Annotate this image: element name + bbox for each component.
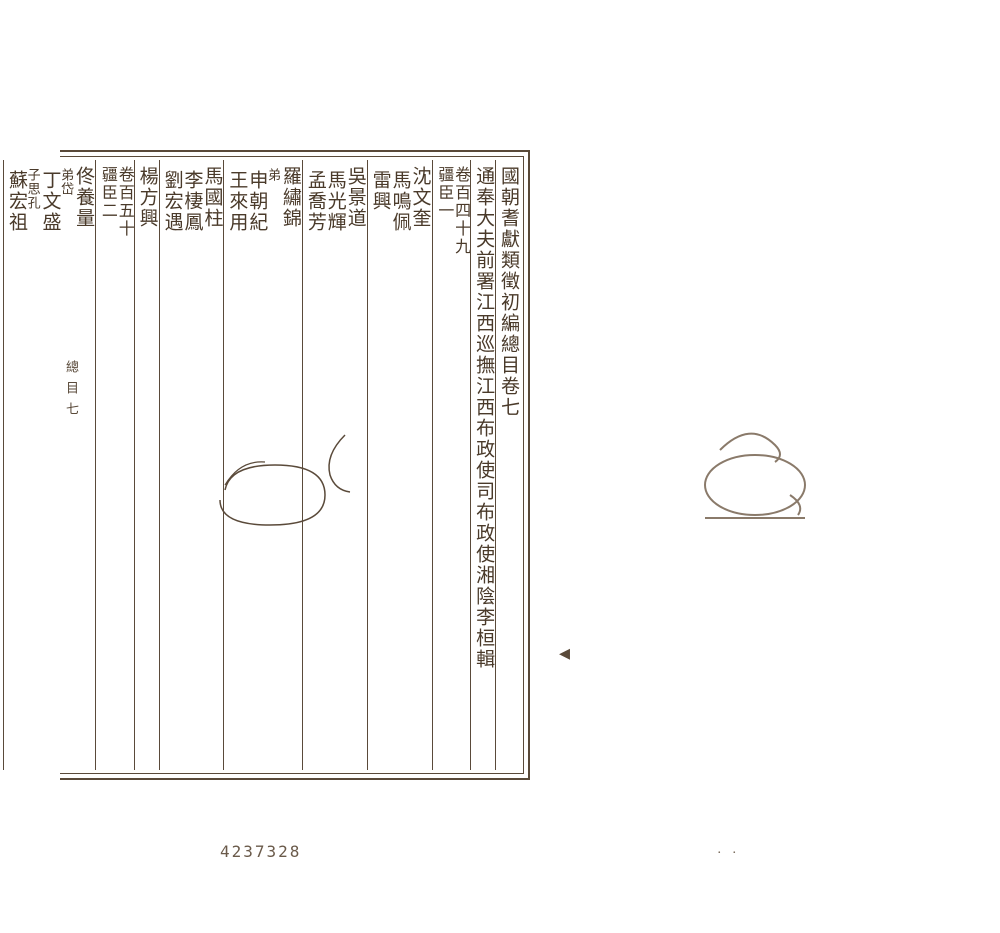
name-b: 李棲鳳 xyxy=(182,166,202,764)
section1-category: 疆臣一 xyxy=(435,166,452,764)
col-row-0: 沈文奎 馬鳴佩 雷興 xyxy=(367,160,432,770)
col-row-4: 楊方興 xyxy=(134,160,159,770)
section1-label: 卷百四十九 xyxy=(451,166,468,764)
name-a: 吳景道 xyxy=(345,166,365,764)
col-section2: 卷百五十 疆臣二 xyxy=(95,160,134,770)
section2-label: 卷百五十 xyxy=(115,166,132,764)
col-row2-0: 佟養量 弟岱 丁文盛 子思孔 蘇宏祖 xyxy=(3,160,95,770)
name-b: 馬光輝 xyxy=(325,166,345,764)
name-a: 佟養量 xyxy=(73,166,93,764)
seal-stamp xyxy=(680,400,820,540)
name-c: 王來用 xyxy=(226,166,246,764)
col-section1: 卷百四十九 疆臣一 xyxy=(432,160,471,770)
name-c: 雷興 xyxy=(370,166,390,764)
name-c: 孟喬芳 xyxy=(305,166,325,764)
text-columns: 國朝耆獻類徵初編總目卷七 通奉大夫前署江西巡撫江西布政使司布政使湘陰李桓輯 卷百… xyxy=(60,160,520,770)
book-title: 國朝耆獻類徵初編總目卷七 xyxy=(498,166,518,764)
col-row-3: 馬國柱 李棲鳳 劉宏遇 xyxy=(159,160,224,770)
name-a: 沈文奎 xyxy=(410,166,430,764)
name-a-note: 弟 xyxy=(266,166,280,764)
compiler-line: 通奉大夫前署江西巡撫江西布政使司布政使湘陰李桓輯 xyxy=(473,166,493,764)
edge-mark: ◂ xyxy=(559,640,570,666)
page-frame: 國朝耆獻類徵初編總目卷七 通奉大夫前署江西巡撫江西布政使司布政使湘陰李桓輯 卷百… xyxy=(60,150,530,780)
col-title: 國朝耆獻類徵初編總目卷七 xyxy=(495,160,520,770)
col-row-2: 羅繡錦 弟 申朝紀 王來用 xyxy=(223,160,301,770)
name-a: 馬國柱 xyxy=(202,166,222,764)
col-row-1: 吳景道 馬光輝 孟喬芳 xyxy=(302,160,367,770)
name-b: 丁文盛 xyxy=(40,166,60,764)
col-compiler: 通奉大夫前署江西巡撫江西布政使司布政使湘陰李桓輯 xyxy=(470,160,495,770)
bottom-dots: . . xyxy=(718,842,741,858)
name-b-note: 子思孔 xyxy=(26,166,40,764)
name-b: 馬鳴佩 xyxy=(390,166,410,764)
name-a: 羅繡錦 xyxy=(280,166,300,764)
spine-running-title: 總目七 xyxy=(62,360,81,423)
section2-category: 疆臣二 xyxy=(98,166,115,764)
name-c: 劉宏遇 xyxy=(162,166,182,764)
name-c: 蘇宏祖 xyxy=(6,166,26,764)
catalog-number: 4237328 xyxy=(220,842,301,861)
name-a: 楊方興 xyxy=(137,166,157,764)
name-b: 申朝紀 xyxy=(246,166,266,764)
name-a-note: 弟岱 xyxy=(60,166,74,764)
